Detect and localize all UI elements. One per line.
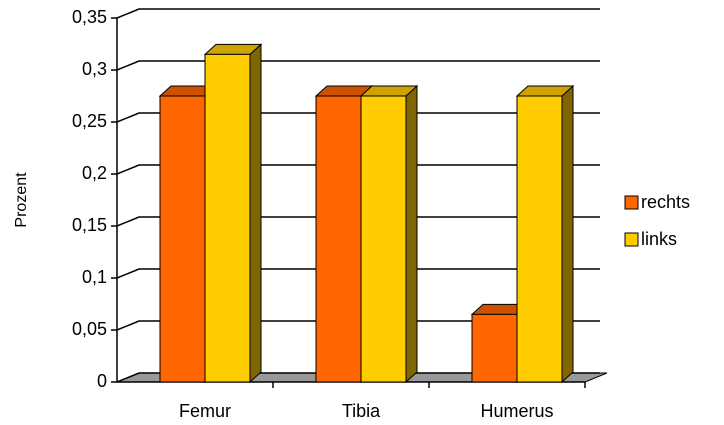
- y-tick-label: 0,15: [72, 215, 107, 235]
- grid-line: [116, 268, 600, 279]
- y-tick-label: 0,2: [82, 163, 107, 183]
- y-tick-label: 0: [97, 371, 107, 391]
- x-tick-label: Femur: [179, 401, 231, 421]
- grid-line: [116, 112, 600, 123]
- bar-front: [204, 53, 251, 383]
- grid-line: [116, 320, 600, 331]
- bar-front: [315, 95, 362, 383]
- legend-label: links: [641, 229, 677, 249]
- bar-front: [360, 95, 407, 383]
- grid-line: [116, 164, 600, 175]
- y-axis-title: Prozent: [13, 172, 30, 228]
- bar-front: [516, 95, 563, 383]
- y-tick-label: 0,35: [72, 7, 107, 27]
- y-tick-label: 0,25: [72, 111, 107, 131]
- legend-swatch: [624, 195, 639, 210]
- bar: [359, 84, 419, 384]
- grid-line: [116, 60, 600, 71]
- legend-label: rechts: [641, 192, 690, 212]
- bar-side: [405, 84, 418, 384]
- y-tick-label: 0,1: [82, 267, 107, 287]
- grid-line: [116, 216, 600, 227]
- bar-side: [561, 84, 574, 384]
- grid-line: [116, 8, 600, 19]
- grid-line: [116, 372, 600, 383]
- bar-front: [159, 95, 206, 383]
- bar-side: [249, 43, 262, 384]
- x-tick-label: Humerus: [480, 401, 553, 421]
- x-tick-label: Tibia: [342, 401, 381, 421]
- bar: [515, 84, 575, 384]
- legend-swatch: [624, 232, 639, 247]
- bar: [203, 43, 263, 384]
- y-tick-label: 0,3: [82, 59, 107, 79]
- bar-front: [471, 313, 518, 383]
- y-tick-label: 0,05: [72, 319, 107, 339]
